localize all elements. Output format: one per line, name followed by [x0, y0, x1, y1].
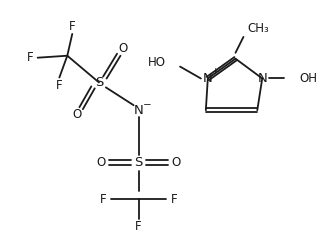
Text: N: N: [134, 104, 143, 117]
Text: O: O: [73, 108, 82, 121]
Text: F: F: [135, 220, 142, 233]
Text: HO: HO: [148, 56, 166, 69]
Text: S: S: [95, 76, 103, 89]
Text: OH: OH: [300, 72, 318, 85]
Text: S: S: [134, 156, 143, 169]
Text: CH₃: CH₃: [247, 23, 269, 35]
Text: −: −: [143, 100, 152, 110]
Text: O: O: [96, 156, 106, 169]
Text: F: F: [26, 51, 33, 64]
Text: F: F: [100, 193, 106, 206]
Text: O: O: [118, 42, 127, 55]
Text: N: N: [257, 72, 267, 85]
Text: F: F: [171, 193, 178, 206]
Text: O: O: [171, 156, 181, 169]
Text: +: +: [211, 67, 219, 76]
Text: F: F: [56, 79, 63, 92]
Text: N: N: [203, 72, 213, 85]
Text: F: F: [69, 20, 75, 32]
